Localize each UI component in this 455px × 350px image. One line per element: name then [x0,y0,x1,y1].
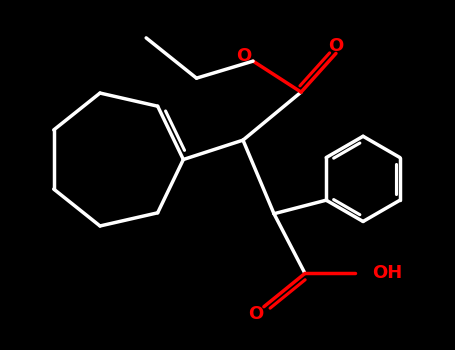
Text: OH: OH [372,264,403,282]
Text: O: O [329,37,344,55]
Text: O: O [248,306,264,323]
Text: O: O [236,48,252,65]
